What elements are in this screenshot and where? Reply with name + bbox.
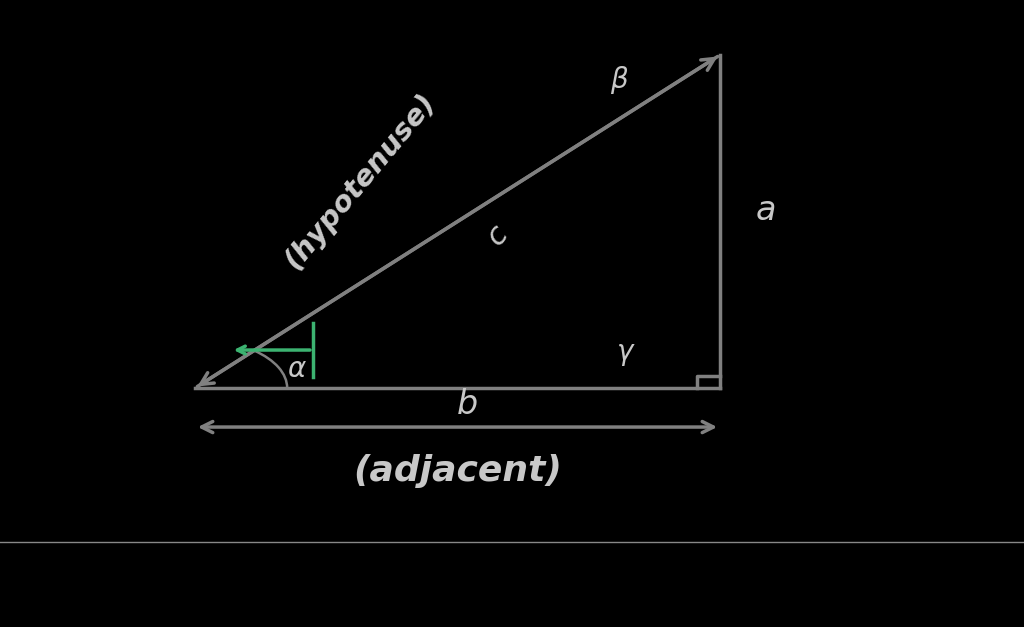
- Text: α: α: [287, 355, 305, 382]
- Text: c: c: [481, 220, 514, 251]
- Text: a: a: [756, 194, 776, 227]
- Text: Figure 4-2: A right triangle with sides a, b and c shows: Figure 4-2: A right triangle with sides …: [0, 575, 512, 594]
- Text: γ: γ: [616, 339, 633, 366]
- Text: cosine of angle α: cosine of angle α: [512, 575, 712, 594]
- Text: β: β: [610, 66, 628, 94]
- Text: b: b: [457, 387, 478, 421]
- Text: (hypotenuse): (hypotenuse): [279, 88, 441, 274]
- Text: (adjacent): (adjacent): [353, 454, 562, 488]
